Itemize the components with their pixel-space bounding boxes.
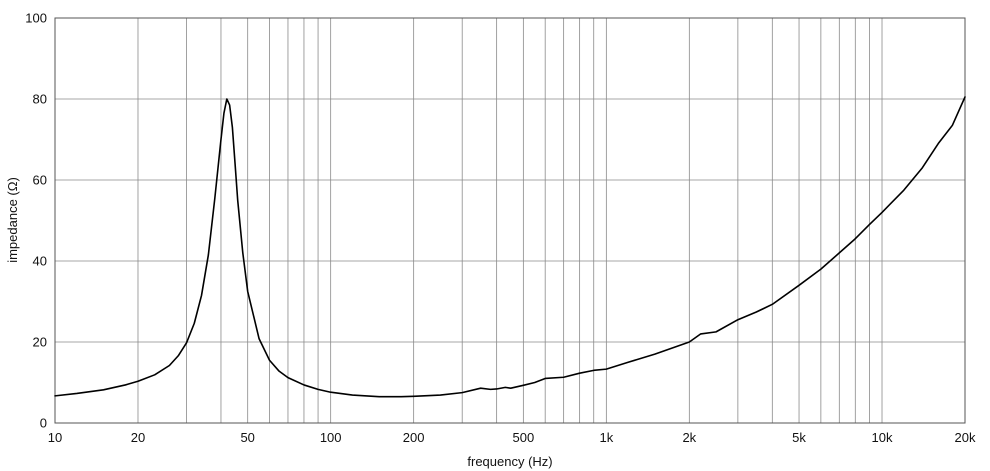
grid — [54, 17, 966, 424]
x-tick-label: 10 — [48, 430, 62, 445]
x-tick-label: 200 — [403, 430, 425, 445]
x-axis-title: frequency (Hz) — [467, 454, 552, 469]
y-tick-label: 0 — [40, 416, 47, 431]
plot-frame — [54, 17, 966, 424]
y-axis-ticks: 0 20 40 60 80 100 — [25, 11, 47, 431]
y-tick-label: 80 — [33, 92, 47, 107]
x-tick-label: 2k — [682, 430, 696, 445]
y-tick-label: 60 — [33, 173, 47, 188]
y-tick-label: 20 — [33, 335, 47, 350]
x-tick-label: 10k — [872, 430, 893, 445]
x-tick-label: 20 — [131, 430, 145, 445]
y-tick-label: 100 — [25, 11, 47, 26]
y-tick-label: 40 — [33, 254, 47, 269]
x-axis-ticks: 10 20 50 100 200 500 1k 2k 5k 10k 20k — [48, 430, 976, 445]
x-tick-label: 100 — [320, 430, 342, 445]
x-tick-label: 50 — [240, 430, 254, 445]
x-tick-label: 500 — [513, 430, 535, 445]
x-tick-label: 20k — [955, 430, 976, 445]
x-tick-label: 5k — [792, 430, 806, 445]
x-tick-label: 1k — [599, 430, 613, 445]
impedance-curve-line — [54, 96, 966, 398]
y-axis-title: impedance (Ω) — [5, 177, 20, 263]
